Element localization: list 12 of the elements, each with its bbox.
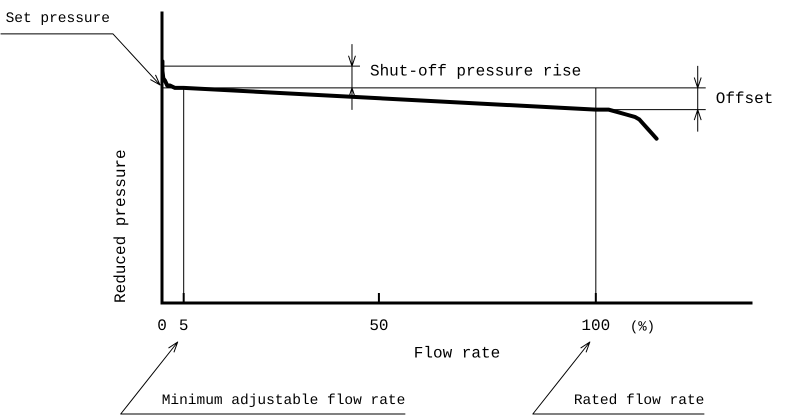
text: Rated flow rate [574, 392, 704, 409]
x-axis-title: Flow rate [414, 344, 500, 363]
x-tick-label: 50 [369, 316, 389, 335]
ref-line-label: Shut-off pressure rise [370, 62, 582, 80]
text: (%) [630, 320, 656, 336]
x-tick-label: 100 [581, 316, 610, 335]
x-tick-label: 5 [178, 316, 188, 335]
ref-line-label: Set pressure [6, 10, 110, 27]
text: Minimum adjustable flow rate [162, 392, 406, 409]
ref-line-label: Offset [716, 90, 774, 108]
y-axis-title: Reduced pressure [112, 149, 130, 303]
x-tick-label: 0 [157, 316, 167, 335]
